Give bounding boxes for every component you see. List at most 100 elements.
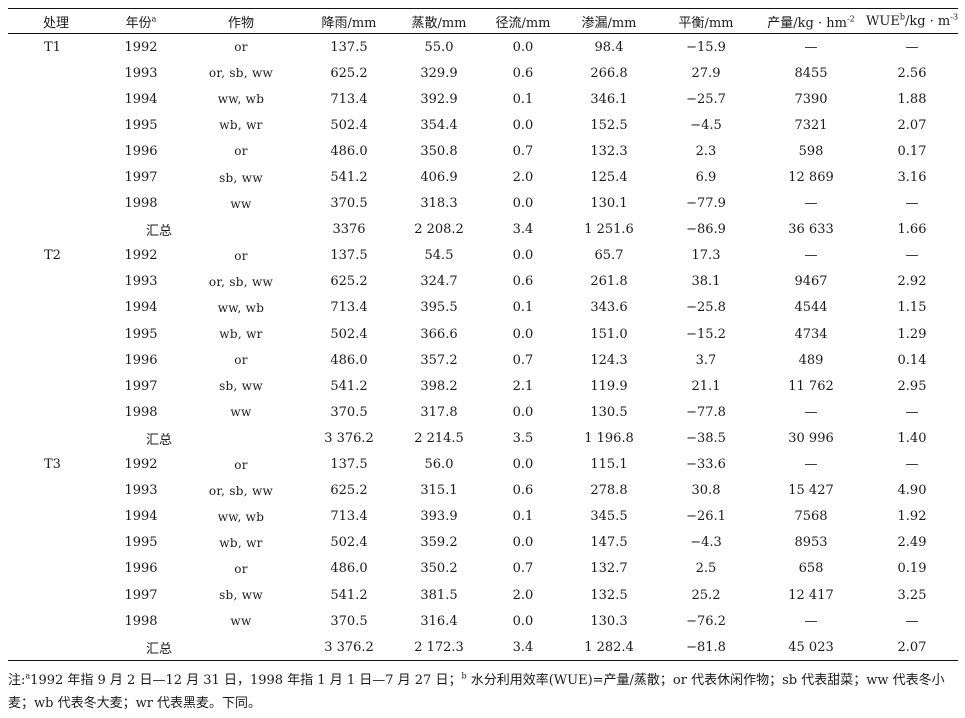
- wue-cell: 2.92: [897, 274, 927, 290]
- rain-cell: 3 376.2: [324, 430, 374, 446]
- table-row: 1994 ww, wb 713.4 393.9 0.1 345.5 −26.1 7568 1.9…: [8, 504, 958, 530]
- wue-cell: 0.17: [897, 143, 927, 159]
- leakage-cell: 266.8: [590, 65, 628, 81]
- et-cell: 406.9: [420, 170, 458, 186]
- et-cell: 392.9: [420, 91, 458, 107]
- year-cell: 1997: [124, 587, 158, 603]
- yield-cell: 658: [798, 561, 824, 577]
- yield-cell: 36 633: [788, 222, 834, 238]
- et-cell: 54.5: [424, 248, 454, 264]
- crop-cell: or: [234, 561, 248, 576]
- rain-cell: 486.0: [330, 352, 368, 368]
- treatment-cell: [8, 478, 104, 504]
- rain-cell: 502.4: [330, 326, 368, 342]
- year-cell: 1994: [124, 509, 158, 525]
- leakage-cell: 343.6: [590, 300, 628, 316]
- year-cell: 汇总: [104, 634, 178, 662]
- yield-cell: 4544: [794, 300, 828, 316]
- wue-cell: 2.56: [897, 65, 927, 81]
- balance-cell: 25.2: [691, 587, 721, 603]
- balance-cell: 21.1: [691, 378, 721, 394]
- balance-cell: 3.7: [695, 352, 717, 368]
- leakage-cell: 98.4: [594, 39, 624, 55]
- rain-cell: 370.5: [330, 613, 368, 629]
- balance-cell: 17.3: [691, 248, 721, 264]
- balance-cell: −38.5: [686, 430, 726, 446]
- et-cell: 354.4: [420, 117, 458, 133]
- runoff-cell: 0.7: [512, 561, 534, 577]
- wue-cell: 0.14: [897, 352, 927, 368]
- rain-cell: 486.0: [330, 561, 368, 577]
- table-row: 1993 or, sb, ww 625.2 315.1 0.6 278.8 30.8 15 4…: [8, 478, 958, 504]
- col-wue: WUEb/kg · m-3: [866, 8, 958, 34]
- table-row: 1995 wb, wr 502.4 366.6 0.0 151.0 −15.2 4734 1.2…: [8, 321, 958, 347]
- yield-cell: 598: [798, 143, 824, 159]
- rain-cell: 625.2: [330, 65, 368, 81]
- year-cell: 1992: [124, 248, 158, 264]
- crop-cell: wb, wr: [219, 535, 263, 550]
- leakage-cell: 119.9: [590, 378, 628, 394]
- treatment-cell: [8, 347, 104, 373]
- year-cell: 1995: [124, 326, 158, 342]
- wue-cell: 1.66: [897, 222, 927, 238]
- yield-cell: 7321: [794, 117, 828, 133]
- col-et: 蒸散/mm: [394, 8, 484, 34]
- runoff-cell: 0.0: [512, 613, 534, 629]
- yield-cell: 8953: [794, 535, 828, 551]
- leakage-cell: 1 251.6: [584, 222, 634, 238]
- table-row: 1993 or, sb, ww 625.2 324.7 0.6 261.8 38.1 9467…: [8, 269, 958, 295]
- crop-cell: [178, 634, 304, 662]
- wue-cell: —: [905, 196, 919, 212]
- balance-cell: −15.9: [686, 39, 726, 55]
- balance-cell: −86.9: [686, 222, 726, 238]
- balance-cell: −15.2: [686, 326, 726, 342]
- runoff-cell: 0.0: [512, 117, 534, 133]
- wue-cell: 2.07: [866, 634, 958, 662]
- table-row: 1994 ww, wb 713.4 392.9 0.1 346.1 −25.7 7390 1.8…: [8, 86, 958, 112]
- treatment-cell: [8, 504, 104, 530]
- crop-cell: ww: [230, 614, 252, 629]
- rain-cell: 370.5: [330, 404, 368, 420]
- balance-cell: −33.6: [686, 457, 726, 473]
- et-cell: 2 214.5: [414, 430, 464, 446]
- treatment-cell: [8, 634, 104, 662]
- table-row: T1 1992 or 137.5 55.0 0.0 98.4 −15.9 — —: [8, 34, 958, 61]
- et-cell: 2 172.3: [394, 634, 484, 662]
- summary-row: 汇总 3 376.2 2 214.5 3.5 1 196.8 −38.5 30 996 1.4…: [8, 425, 958, 451]
- crop-cell: wb, wr: [219, 327, 263, 342]
- treatment-cell: [8, 582, 104, 608]
- table-row: 1994 ww, wb 713.4 395.5 0.1 343.6 −25.8 4544 1.1…: [8, 295, 958, 321]
- year-cell: 1992: [124, 457, 158, 473]
- yield-cell: 12 417: [788, 587, 834, 603]
- crop-cell: ww, wb: [217, 509, 265, 524]
- leakage-cell: 261.8: [590, 274, 628, 290]
- yield-cell: 8455: [794, 65, 828, 81]
- crop-cell: sb, ww: [219, 379, 263, 394]
- rain-cell: 370.5: [330, 196, 368, 212]
- treatment-cell: [8, 138, 104, 164]
- runoff-cell: 3.4: [484, 634, 562, 662]
- yield-cell: 15 427: [788, 483, 834, 499]
- balance-cell: −77.8: [686, 404, 726, 420]
- year-cell: 1997: [124, 378, 158, 394]
- runoff-cell: 2.0: [512, 587, 534, 603]
- rain-cell: 625.2: [330, 483, 368, 499]
- yield-cell: 4734: [794, 326, 828, 342]
- runoff-cell: 0.6: [512, 483, 534, 499]
- rain-cell: 3 376.2: [304, 634, 394, 662]
- year-footnote-mark: a: [151, 14, 157, 24]
- rain-cell: 137.5: [330, 39, 368, 55]
- balance-cell: 6.9: [695, 170, 717, 186]
- treatment-cell: [8, 373, 104, 399]
- treatment-cell: [8, 60, 104, 86]
- treatment-cell: [8, 321, 104, 347]
- et-cell: 329.9: [420, 65, 458, 81]
- et-cell: 55.0: [424, 39, 454, 55]
- et-cell: 316.4: [420, 613, 458, 629]
- yield-cell: 12 869: [788, 170, 834, 186]
- leakage-cell: 345.5: [590, 509, 628, 525]
- balance-cell: 2.5: [695, 561, 717, 577]
- leakage-cell: 278.8: [590, 483, 628, 499]
- treatment-cell: [8, 556, 104, 582]
